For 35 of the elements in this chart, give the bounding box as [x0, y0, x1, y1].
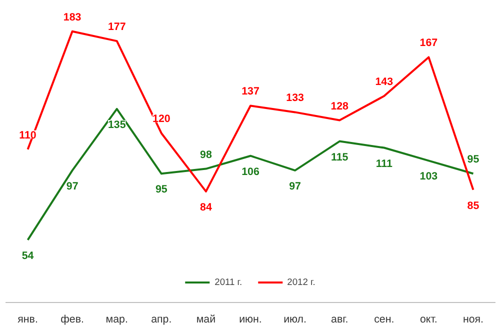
legend-label: 2012 г.: [287, 277, 316, 287]
data-label: 95: [155, 184, 168, 196]
data-label: 110: [19, 129, 36, 142]
data-label: 120: [152, 113, 170, 126]
data-label: 135: [108, 118, 126, 131]
data-label: 97: [289, 180, 302, 192]
data-label: 111: [376, 158, 393, 170]
x-tick-label: фев.: [60, 314, 84, 326]
x-tick-label: апр.: [151, 314, 172, 326]
data-label: 84: [200, 201, 212, 214]
x-tick-label: окт.: [420, 314, 438, 326]
x-tick-label: июл.: [284, 314, 306, 326]
data-label: 98: [200, 148, 212, 161]
x-tick-label: янв.: [18, 314, 38, 326]
x-tick-label: мар.: [106, 314, 128, 326]
data-label: 115: [330, 151, 348, 164]
data-label: 106: [242, 166, 260, 178]
data-label: 167: [420, 37, 438, 50]
data-label: 54: [22, 250, 34, 262]
data-label: 95: [467, 154, 480, 166]
x-tick-label: сен.: [374, 314, 394, 326]
data-label: 133: [286, 92, 304, 104]
data-label: 143: [375, 76, 394, 88]
data-label: 85: [467, 200, 480, 212]
data-label: 97: [66, 180, 78, 192]
data-label: 137: [242, 86, 260, 98]
data-label: 183: [63, 11, 82, 24]
x-tick-label: май: [196, 314, 216, 326]
data-label: 103: [420, 170, 438, 183]
legend-label: 2011 г.: [214, 277, 242, 287]
x-tick-label: июн.: [239, 314, 262, 326]
data-label: 128: [330, 100, 349, 112]
x-tick-label: ноя.: [462, 314, 484, 326]
x-tick-label: авг.: [331, 314, 348, 326]
data-label: 177: [108, 21, 126, 34]
